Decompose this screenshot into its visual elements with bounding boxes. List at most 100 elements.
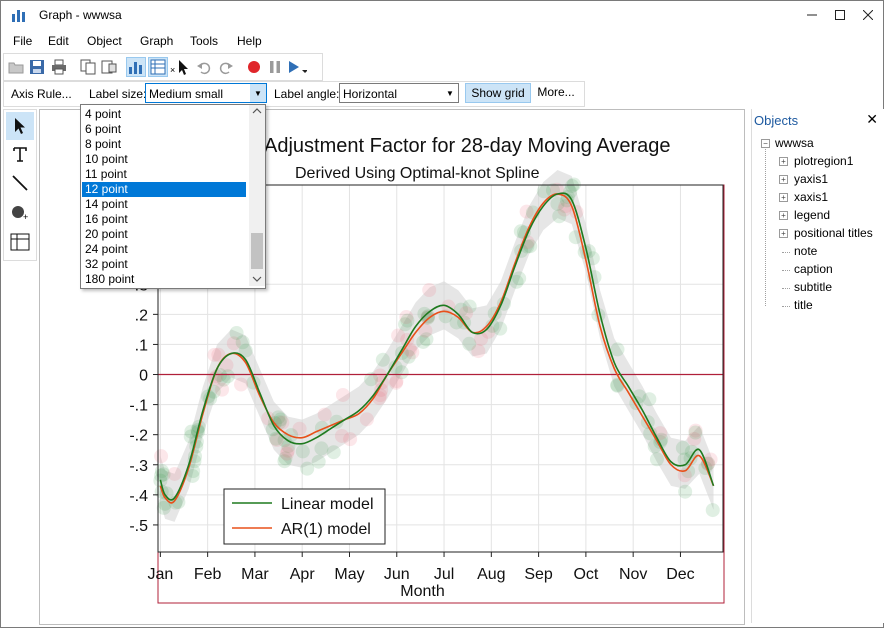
pointer-button[interactable]: × (170, 57, 190, 77)
data-point (277, 433, 292, 448)
copy-button[interactable] (78, 57, 98, 77)
more-button[interactable]: More... (537, 85, 575, 99)
expand-icon[interactable]: + (779, 157, 788, 166)
maximize-icon (835, 10, 845, 20)
tree-item-title[interactable]: title (794, 298, 813, 312)
data-point (280, 443, 295, 458)
data-point (277, 454, 292, 469)
close-icon[interactable]: ✕ (866, 111, 878, 127)
maximize-button[interactable] (825, 1, 855, 29)
line-tool[interactable] (6, 169, 34, 197)
dropdown-option[interactable]: 12 point (82, 182, 246, 197)
show-grid-button[interactable]: Show grid (465, 83, 531, 103)
label-size-combo[interactable]: Medium small ▼ (145, 83, 267, 103)
data-point (401, 349, 416, 364)
expand-icon[interactable]: + (779, 193, 788, 202)
property-bar: Axis Rule... Label size: Medium small ▼ … (3, 81, 585, 107)
menu-graph[interactable]: Graph (140, 34, 174, 48)
data-point (471, 344, 486, 359)
data-point (278, 451, 293, 466)
data-point (566, 177, 581, 192)
undo-button[interactable] (194, 57, 214, 77)
tree-item-positional-titles[interactable]: positional titles (794, 226, 873, 240)
redo-icon (219, 62, 233, 75)
pointer-tool[interactable] (6, 112, 34, 140)
data-point (565, 178, 580, 193)
data-point (688, 425, 703, 440)
x-tick-label: Sep (524, 566, 553, 583)
open-button[interactable] (6, 57, 26, 77)
copy-graph-button[interactable] (99, 57, 119, 77)
data-point (512, 271, 527, 286)
tree-item-caption[interactable]: caption (794, 262, 833, 276)
data-point (687, 431, 702, 446)
label-angle-value: Horizontal (343, 87, 398, 101)
dropdown-option[interactable]: 180 point (85, 272, 135, 286)
menu-edit[interactable]: Edit (48, 34, 69, 48)
grid-tool[interactable] (6, 228, 34, 256)
dropdown-option[interactable]: 6 point (85, 122, 122, 136)
graph-editor-button[interactable] (126, 57, 146, 77)
data-point (509, 274, 524, 289)
dropdown-option[interactable]: 8 point (85, 137, 122, 151)
series-line-ar1-model (159, 193, 715, 504)
expand-icon[interactable]: + (779, 229, 788, 238)
window-title: Graph - wwwsa (39, 8, 122, 22)
label-angle-combo[interactable]: Horizontal ▼ (339, 83, 459, 103)
data-point (684, 444, 699, 459)
chevron-down-icon[interactable]: ▼ (446, 88, 454, 98)
tree-item-note[interactable]: note (794, 244, 818, 258)
scrollbar-thumb[interactable] (251, 233, 263, 269)
dropdown-option[interactable]: 24 point (85, 242, 128, 256)
expand-icon[interactable]: + (779, 211, 788, 220)
axis-rule-button[interactable]: Axis Rule... (11, 87, 72, 101)
print-button[interactable] (49, 57, 69, 77)
data-point (238, 343, 253, 358)
menu-tools[interactable]: Tools (190, 34, 219, 48)
data-point (681, 464, 696, 479)
text-tool[interactable] (6, 140, 34, 168)
tree-item-legend[interactable]: legend (794, 208, 831, 222)
chevron-down-icon[interactable]: ▼ (250, 84, 266, 102)
collapse-icon[interactable]: − (761, 139, 770, 148)
scroll-down-icon[interactable] (249, 273, 265, 285)
dropdown-option[interactable]: 16 point (85, 212, 128, 226)
graph-app-icon (12, 10, 25, 22)
menu-help[interactable]: Help (237, 34, 262, 48)
redo-button[interactable] (216, 57, 236, 77)
data-point (519, 204, 534, 219)
dropdown-option[interactable]: 32 point (85, 257, 128, 271)
pause-button[interactable] (265, 57, 285, 77)
data-point (416, 334, 431, 349)
tree-root[interactable]: wwwsa (775, 136, 814, 150)
graph-canvas[interactable]: .3.2.10-.1-.2-.3-.4-.5JanFebMarAprMayJun… (39, 109, 745, 625)
data-point (400, 313, 415, 328)
expand-icon[interactable]: + (779, 175, 788, 184)
record-button[interactable] (244, 57, 264, 77)
dropdown-scrollbar[interactable] (249, 105, 265, 286)
data-point (394, 365, 409, 380)
dropdown-option[interactable]: 10 point (85, 152, 128, 166)
tree-item-subtitle[interactable]: subtitle (794, 280, 833, 294)
data-editor-button[interactable] (148, 57, 168, 77)
dropdown-option[interactable]: 11 point (85, 167, 127, 181)
data-point (284, 428, 299, 443)
menu-file[interactable]: File (13, 34, 33, 48)
marker-tool[interactable]: + (6, 198, 34, 226)
minimize-button[interactable] (797, 1, 827, 29)
tree-item-plotregion1[interactable]: plotregion1 (794, 154, 854, 168)
scroll-up-icon[interactable] (249, 105, 265, 117)
save-button[interactable] (27, 57, 47, 77)
play-button[interactable] (287, 57, 307, 77)
y-tick-label: -.5 (129, 518, 148, 535)
tree-item-yaxis1[interactable]: yaxis1 (794, 172, 829, 186)
dropdown-option[interactable]: 4 point (85, 107, 122, 121)
close-button[interactable] (853, 1, 883, 29)
tree-item-xaxis1[interactable]: xaxis1 (794, 190, 829, 204)
dropdown-option[interactable]: 14 point (85, 197, 128, 211)
menu-object[interactable]: Object (87, 34, 122, 48)
dropdown-option[interactable]: 20 point (85, 227, 128, 241)
close-icon (863, 10, 873, 20)
undo-icon (197, 62, 211, 75)
data-point (642, 392, 657, 407)
